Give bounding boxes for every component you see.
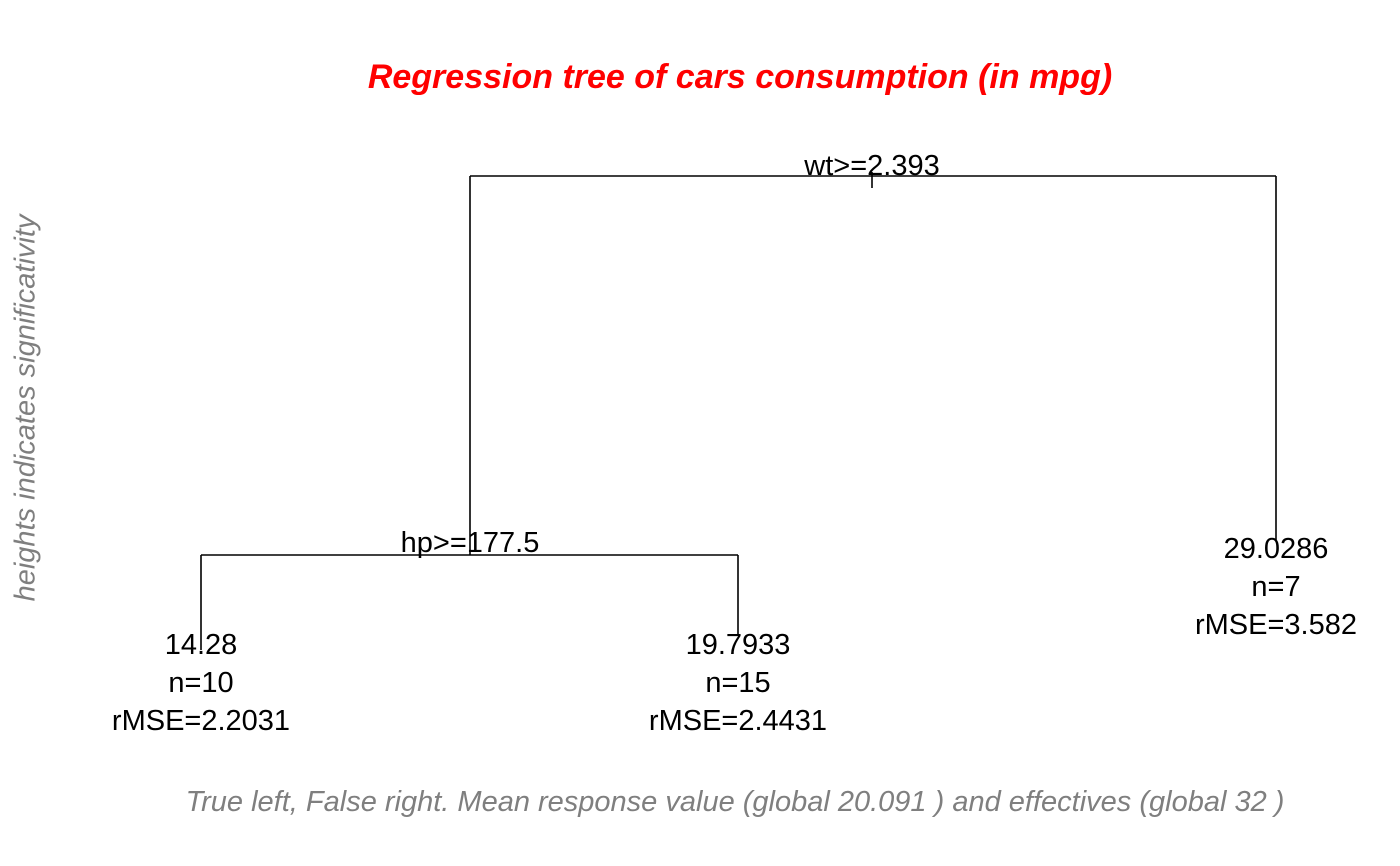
leaf-3-count: n=7	[1251, 571, 1300, 603]
leaf-1-mean: 14.28	[165, 629, 238, 661]
leaf-1-count: n=10	[168, 667, 233, 699]
leaf-3-mean: 29.0286	[1224, 533, 1329, 565]
leaf-1-rmse: rMSE=2.2031	[112, 705, 290, 737]
leaf-2-rmse: rMSE=2.4431	[649, 705, 827, 737]
footer-caption: True left, False right. Mean response va…	[185, 786, 1285, 818]
left-split-label: hp>=177.5	[401, 527, 540, 559]
chart-title: Regression tree of cars consumption (in …	[367, 58, 1113, 96]
leaf-2-mean: 19.7933	[686, 629, 791, 661]
leaf-2-count: n=15	[705, 667, 770, 699]
root-split-label: wt>=2.393	[803, 150, 939, 182]
leaf-3-rmse: rMSE=3.582	[1195, 609, 1357, 641]
